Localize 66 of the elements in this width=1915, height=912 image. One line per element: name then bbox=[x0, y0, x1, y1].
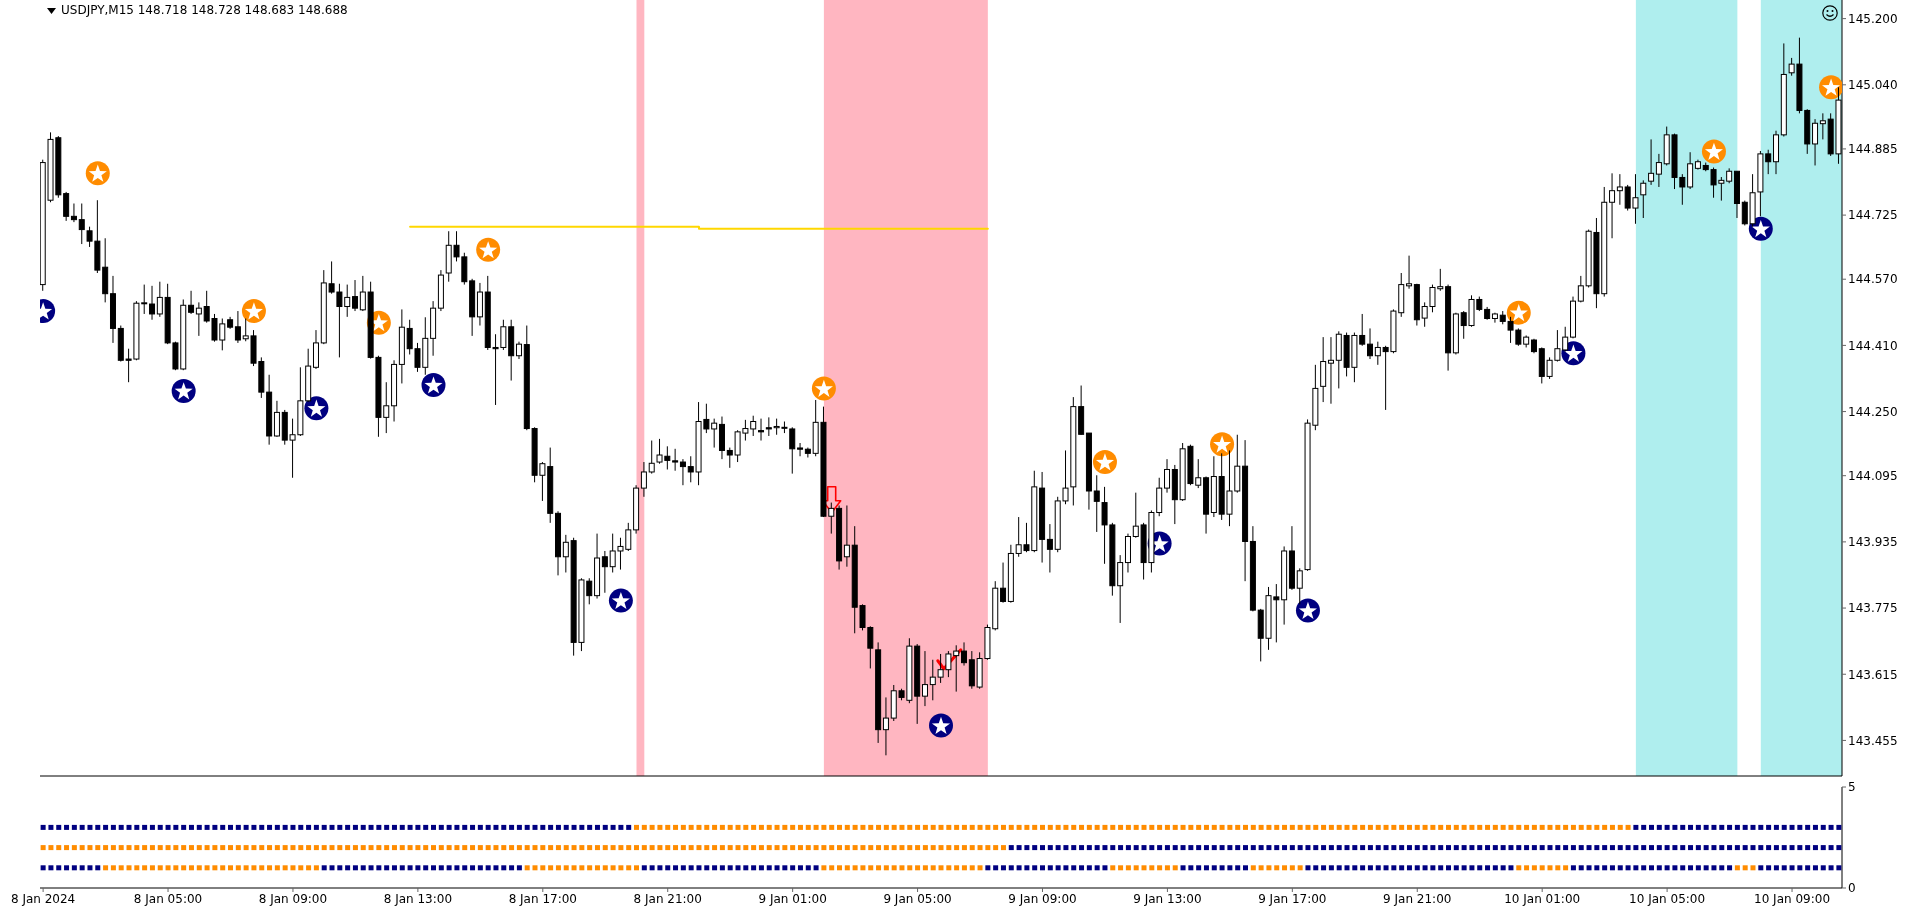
x-tick-label: 9 Jan 13:00 bbox=[1133, 891, 1202, 906]
x-tick-label: 10 Jan 09:00 bbox=[1754, 891, 1831, 906]
y-tick-label: 143.455 bbox=[1848, 733, 1898, 748]
candlestick bbox=[672, 448, 679, 472]
y-tick-label: 143.615 bbox=[1848, 667, 1898, 682]
candlestick bbox=[234, 310, 241, 344]
candlestick bbox=[921, 650, 928, 707]
y-tick-label: 145.200 bbox=[1848, 11, 1898, 26]
x-tick-label: 8 Jan 09:00 bbox=[258, 891, 328, 906]
candlestick bbox=[679, 458, 686, 486]
y-tick-label: 144.410 bbox=[1848, 338, 1898, 353]
y-tick-label: 144.095 bbox=[1848, 468, 1898, 483]
candlestick bbox=[1655, 153, 1662, 188]
candlestick bbox=[1046, 523, 1053, 573]
candlestick bbox=[1812, 118, 1819, 166]
candlestick bbox=[1609, 172, 1616, 239]
candlestick bbox=[640, 461, 647, 498]
candlestick bbox=[149, 285, 156, 321]
y-tick-label: 144.725 bbox=[1848, 208, 1898, 223]
y-tick-label: 143.935 bbox=[1848, 535, 1898, 550]
y-tick-label: 143.775 bbox=[1848, 601, 1898, 616]
candlestick bbox=[1648, 138, 1655, 186]
chart-title: USDJPY,M15 148.718 148.728 148.683 148.688 bbox=[61, 3, 348, 18]
candlestick bbox=[601, 550, 608, 594]
x-tick-label: 9 Jan 01:00 bbox=[758, 891, 827, 906]
x-tick-label: 8 Jan 2024 bbox=[10, 891, 76, 906]
candlestick bbox=[195, 301, 202, 337]
candlestick bbox=[273, 400, 280, 438]
candlestick bbox=[1367, 327, 1374, 360]
candlestick bbox=[78, 203, 85, 245]
candlestick bbox=[882, 696, 889, 756]
candlestick bbox=[1406, 255, 1413, 290]
y-tick-label: 0 bbox=[1848, 881, 1856, 896]
candlestick bbox=[1327, 336, 1334, 405]
candlestick bbox=[961, 641, 968, 667]
x-tick-label: 8 Jan 17:00 bbox=[508, 891, 577, 906]
candlestick bbox=[1164, 458, 1171, 494]
candlestick bbox=[1093, 474, 1100, 533]
candlestick bbox=[1616, 173, 1623, 206]
candlestick bbox=[70, 203, 77, 223]
candlestick bbox=[648, 440, 655, 475]
candlestick bbox=[758, 418, 765, 442]
candlestick bbox=[188, 290, 195, 315]
x-tick-label: 9 Jan 17:00 bbox=[1258, 891, 1327, 906]
x-tick-label: 9 Jan 09:00 bbox=[1008, 891, 1077, 906]
y-tick-label: 144.250 bbox=[1848, 404, 1898, 419]
candlestick bbox=[1640, 179, 1647, 219]
candlestick bbox=[352, 279, 359, 312]
candlestick bbox=[1296, 567, 1303, 605]
candlestick bbox=[1000, 562, 1007, 604]
x-tick-label: 8 Jan 21:00 bbox=[633, 891, 702, 906]
y-tick-label: 144.885 bbox=[1848, 142, 1898, 157]
candlestick bbox=[63, 191, 70, 222]
x-tick-label: 9 Jan 21:00 bbox=[1383, 891, 1452, 906]
y-tick-label: 144.570 bbox=[1848, 272, 1898, 287]
y-tick-label: 145.040 bbox=[1848, 78, 1898, 93]
candlestick bbox=[1687, 151, 1694, 190]
x-tick-label: 9 Jan 05:00 bbox=[883, 891, 952, 906]
candlestick bbox=[797, 442, 804, 457]
candlestick bbox=[1819, 112, 1826, 140]
y-tick-label: 5 bbox=[1848, 780, 1856, 795]
candlestick bbox=[843, 504, 850, 568]
x-tick-label: 8 Jan 13:00 bbox=[383, 891, 453, 906]
x-tick-label: 10 Jan 01:00 bbox=[1504, 891, 1581, 906]
x-tick-label: 8 Jan 05:00 bbox=[133, 891, 203, 906]
x-tick-label: 10 Jan 05:00 bbox=[1629, 891, 1706, 906]
